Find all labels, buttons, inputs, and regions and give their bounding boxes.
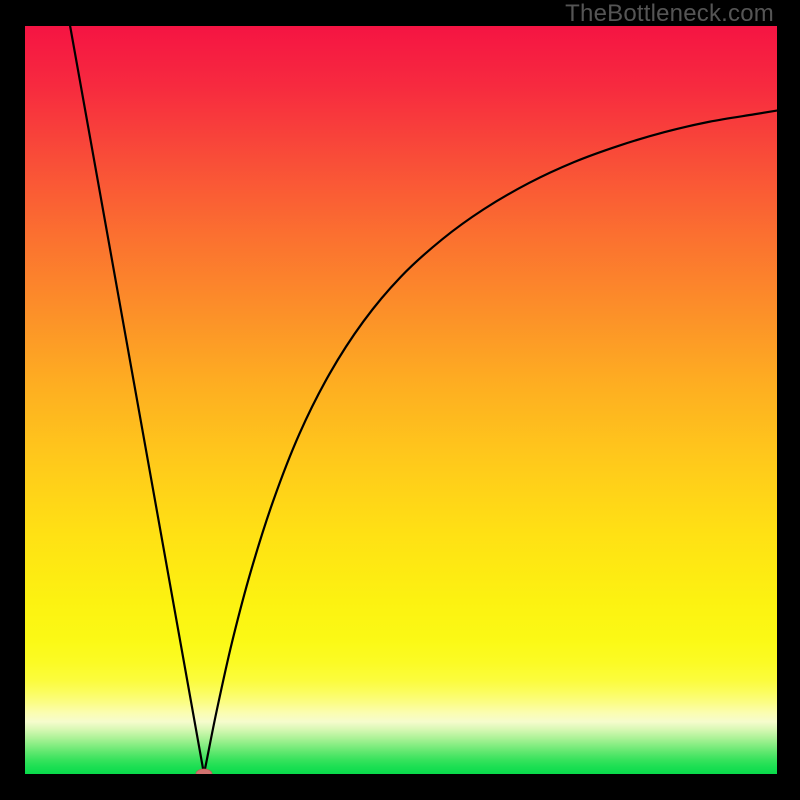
curve-layer [25, 26, 777, 774]
bottleneck-curve [70, 26, 777, 774]
plot-area [25, 26, 777, 774]
watermark-text: TheBottleneck.com [565, 0, 774, 28]
bottleneck-chart: TheBottleneck.com [0, 0, 800, 800]
optimal-point-marker [196, 769, 212, 774]
